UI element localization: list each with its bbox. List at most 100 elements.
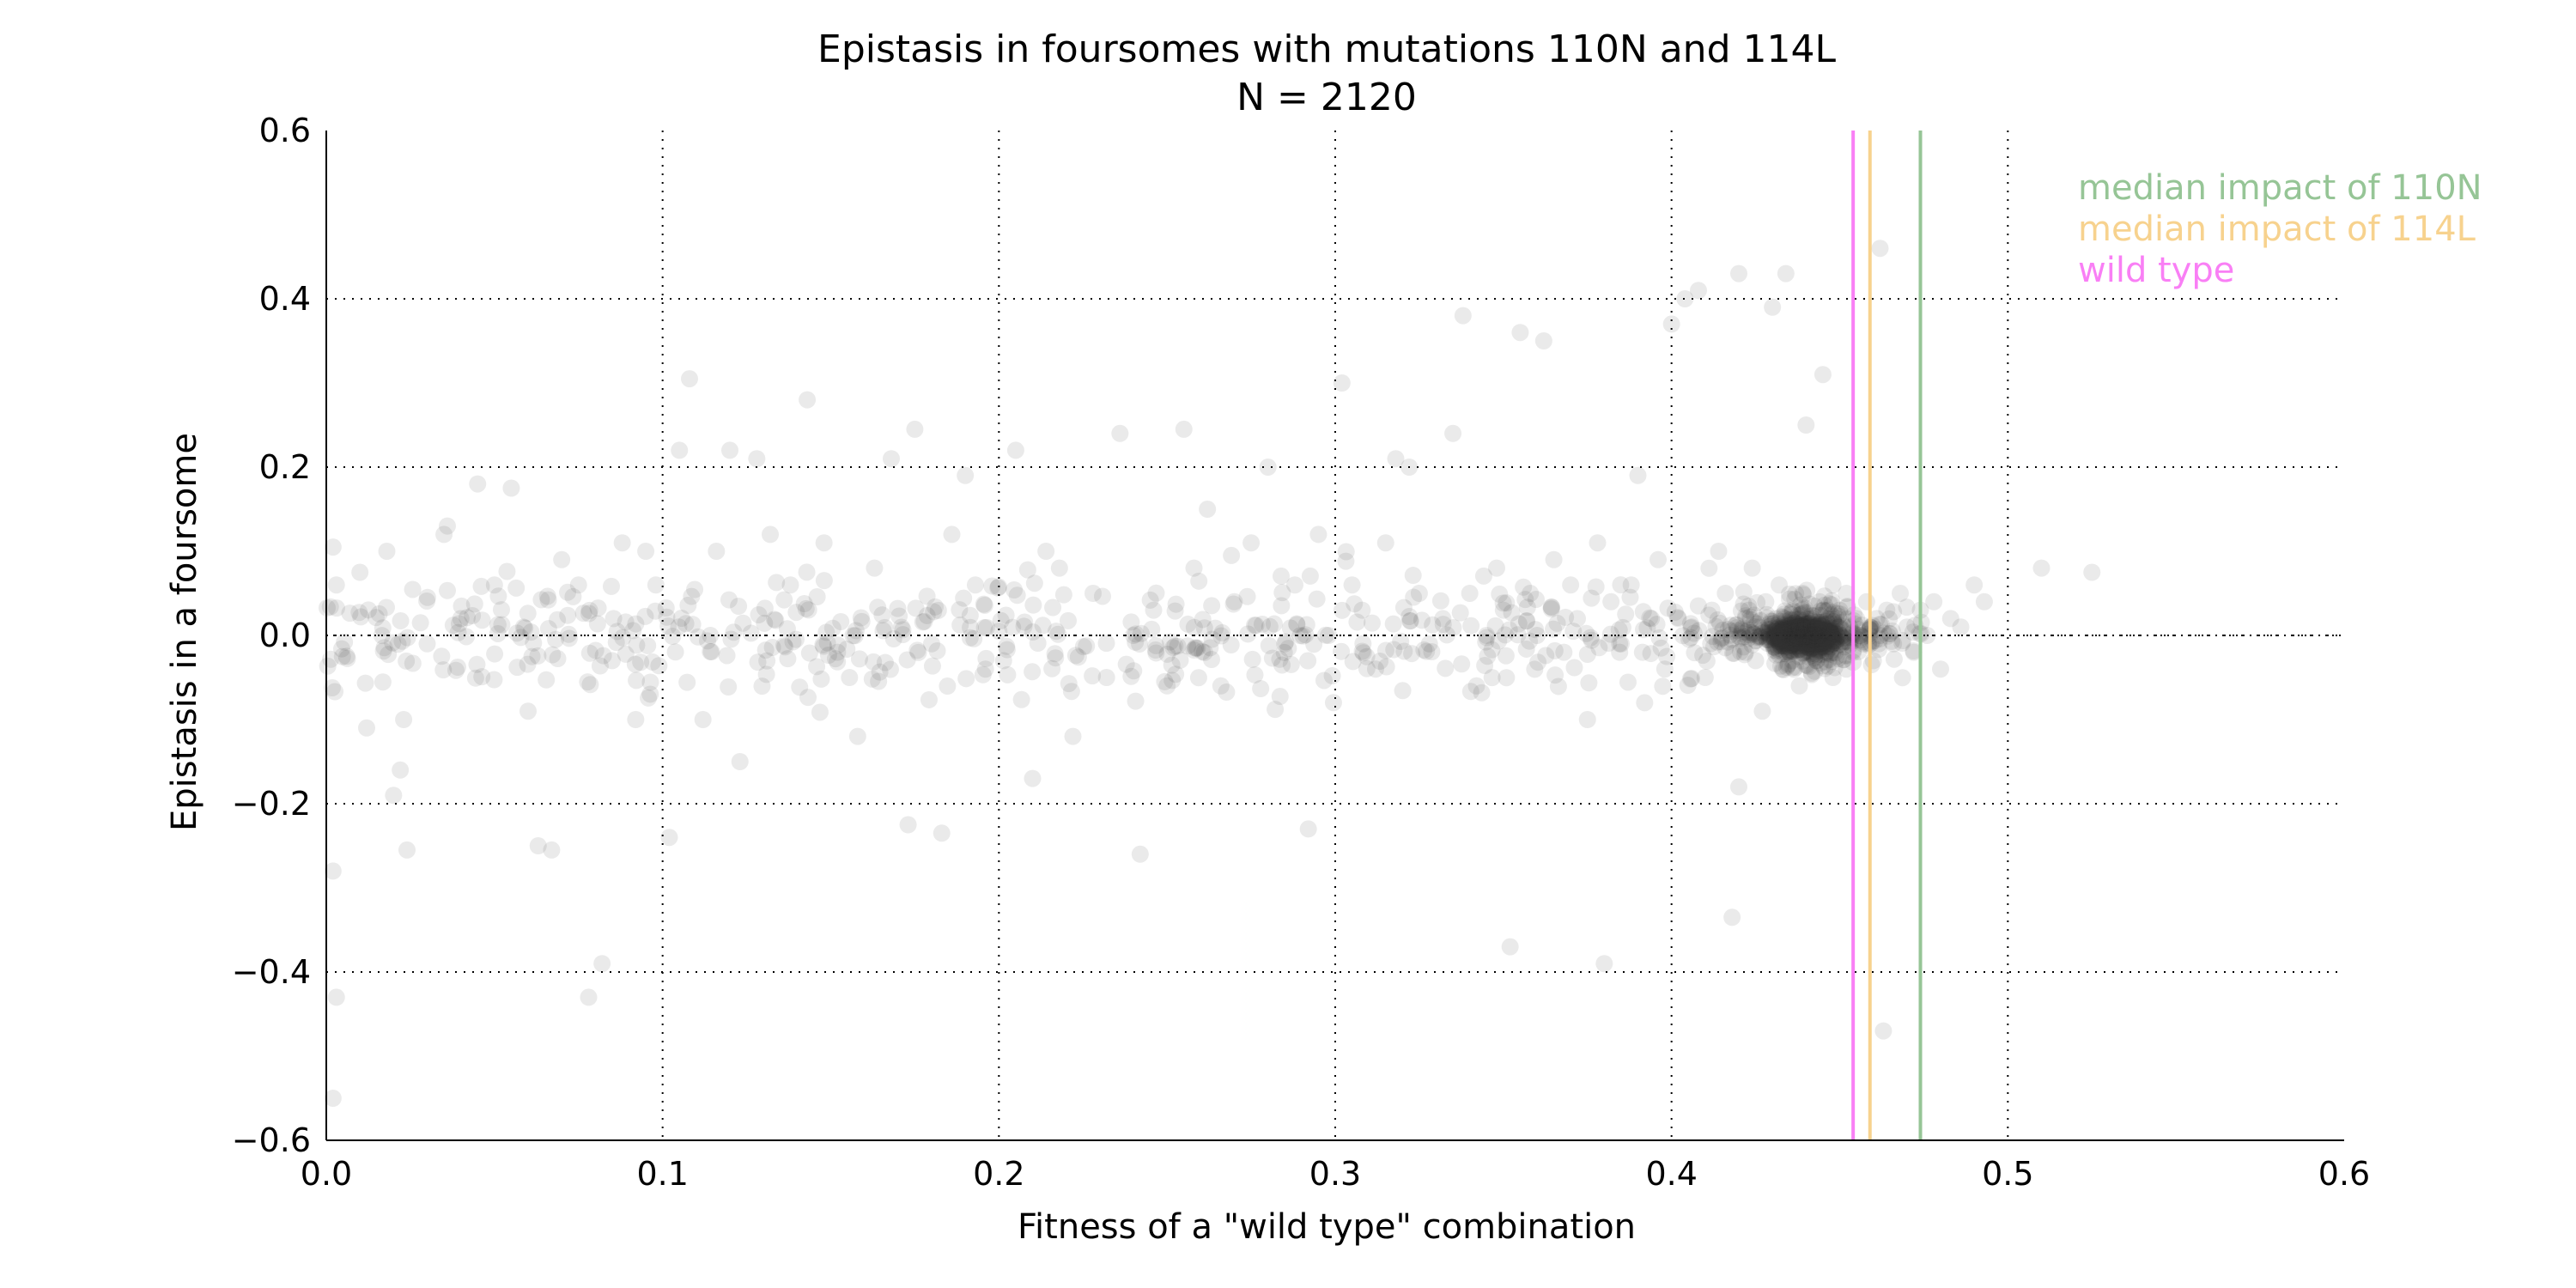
scatter-point bbox=[1758, 624, 1776, 642]
scatter-point bbox=[1337, 543, 1355, 561]
scatter-point bbox=[1490, 632, 1508, 650]
scatter-point bbox=[1904, 623, 1922, 641]
scatter-point bbox=[1797, 618, 1815, 636]
scatter-point bbox=[1828, 628, 1846, 646]
scatter-point bbox=[1747, 628, 1765, 646]
scatter-point bbox=[1125, 662, 1143, 680]
scatter-point bbox=[756, 599, 774, 617]
scatter-point bbox=[1835, 629, 1853, 647]
scatter-point bbox=[1821, 623, 1839, 641]
scatter-point bbox=[1771, 633, 1789, 651]
scatter-point bbox=[380, 646, 398, 664]
scatter-point bbox=[1811, 627, 1829, 645]
scatter-point bbox=[1868, 610, 1886, 628]
scatter-point bbox=[1795, 611, 1813, 629]
scatter-point bbox=[1800, 615, 1818, 633]
y-tick-label: 0.0 bbox=[259, 617, 311, 654]
scatter-point bbox=[925, 603, 943, 621]
scatter-point bbox=[1343, 576, 1361, 594]
scatter-point bbox=[1885, 650, 1903, 668]
scatter-point bbox=[1784, 631, 1802, 649]
scatter-point bbox=[1806, 649, 1824, 667]
y-tick-label: 0.2 bbox=[259, 448, 311, 486]
scatter-point bbox=[1777, 638, 1795, 656]
scatter-point bbox=[1786, 614, 1804, 632]
scatter-point bbox=[1542, 600, 1560, 618]
scatter-point bbox=[1765, 628, 1783, 646]
scatter-point bbox=[1704, 628, 1722, 646]
scatter-point bbox=[1681, 670, 1699, 688]
scatter-point bbox=[1803, 629, 1821, 647]
scatter-point bbox=[1772, 629, 1790, 647]
scatter-point bbox=[1799, 617, 1817, 635]
scatter-point bbox=[1822, 627, 1840, 645]
scatter-point bbox=[869, 598, 887, 617]
scatter-point bbox=[1786, 633, 1804, 651]
scatter-point bbox=[1781, 619, 1799, 637]
scatter-point bbox=[1809, 614, 1827, 632]
scatter-point bbox=[1589, 534, 1607, 552]
scatter-point bbox=[1564, 623, 1583, 641]
scatter-point bbox=[1809, 641, 1827, 659]
scatter-point bbox=[664, 628, 682, 646]
scatter-point bbox=[1353, 642, 1371, 660]
scatter-point bbox=[841, 669, 859, 687]
scatter-point bbox=[1835, 638, 1853, 656]
scatter-point bbox=[1344, 653, 1362, 671]
scatter-point bbox=[1786, 634, 1804, 652]
scatter-point bbox=[1263, 649, 1281, 667]
scatter-point bbox=[914, 613, 932, 631]
scatter-point bbox=[1610, 621, 1628, 639]
scatter-point bbox=[1690, 622, 1708, 640]
scatter-point bbox=[757, 665, 775, 683]
scatter-point bbox=[1782, 633, 1800, 651]
scatter-point bbox=[1822, 615, 1840, 633]
scatter-point bbox=[508, 659, 526, 677]
scatter-point bbox=[1734, 619, 1752, 637]
scatter-point bbox=[1776, 627, 1794, 645]
scatter-point bbox=[1871, 627, 1889, 644]
scatter-point bbox=[1783, 616, 1801, 634]
scatter-point bbox=[681, 370, 698, 388]
scatter-point bbox=[1770, 634, 1788, 652]
scatter-point bbox=[1395, 642, 1413, 660]
scatter-point bbox=[758, 652, 776, 670]
scatter-point bbox=[1783, 623, 1801, 641]
scatter-point bbox=[1064, 727, 1082, 745]
scatter-point bbox=[974, 665, 992, 683]
scatter-point bbox=[943, 526, 961, 544]
scatter-point bbox=[1787, 585, 1805, 603]
scatter-point bbox=[1772, 608, 1790, 626]
scatter-point bbox=[1783, 637, 1801, 655]
scatter-point bbox=[1814, 601, 1832, 619]
scatter-point bbox=[1050, 559, 1068, 577]
scatter-point bbox=[679, 596, 697, 614]
scatter-point bbox=[1698, 652, 1716, 670]
scatter-point bbox=[1785, 660, 1803, 678]
scatter-point bbox=[1814, 635, 1832, 653]
scatter-point bbox=[1798, 621, 1816, 639]
scatter-point bbox=[1769, 629, 1787, 647]
scatter-point bbox=[1477, 633, 1495, 651]
scatter-point bbox=[1748, 615, 1766, 633]
scatter-point bbox=[1213, 623, 1231, 641]
scatter-point bbox=[1795, 628, 1814, 646]
scatter-point bbox=[1818, 602, 1836, 620]
scatter-point bbox=[1807, 621, 1825, 639]
scatter-point bbox=[580, 605, 598, 623]
scatter-point bbox=[853, 612, 871, 630]
scatter-point bbox=[1805, 633, 1823, 651]
scatter-point bbox=[1736, 643, 1754, 661]
scatter-point bbox=[1044, 598, 1062, 617]
scatter-point bbox=[1776, 612, 1794, 630]
scatter-point bbox=[1783, 623, 1801, 641]
scatter-point bbox=[784, 633, 802, 651]
scatter-point bbox=[1820, 626, 1838, 644]
scatter-point bbox=[1796, 629, 1814, 647]
scatter-point bbox=[1612, 635, 1630, 653]
scatter-point bbox=[1824, 632, 1842, 650]
scatter-point bbox=[1797, 635, 1815, 653]
scatter-point bbox=[1824, 629, 1842, 647]
scatter-point bbox=[863, 670, 881, 688]
scatter-point bbox=[1277, 633, 1295, 651]
